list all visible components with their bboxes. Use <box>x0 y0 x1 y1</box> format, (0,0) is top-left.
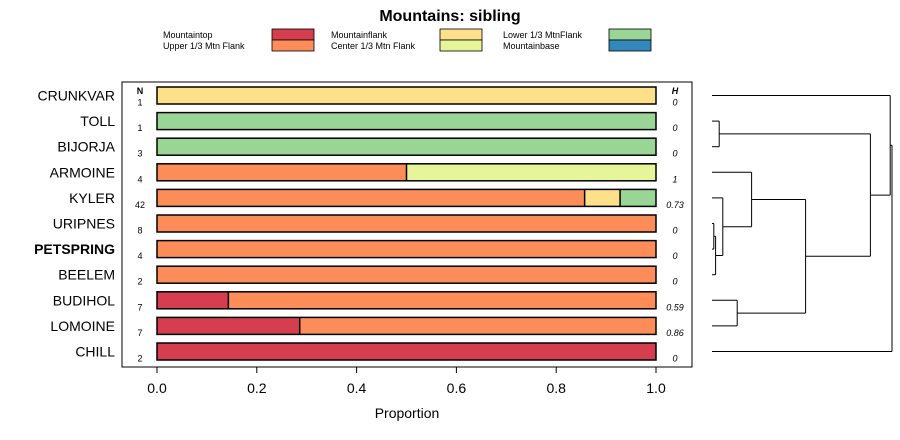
n-value-crunkvar: 1 <box>137 98 142 108</box>
row-label-chill: CHILL <box>75 344 115 360</box>
chart-title: Mountains: sibling <box>379 8 520 25</box>
bar-rows: CRUNKVAR 1 0 TOLL 1 0 BIJORJA 3 0 ARMOINE 4 1 KYLER 4… <box>34 86 684 364</box>
x-tick-label: 0.4 <box>347 380 367 396</box>
n-value-toll: 1 <box>137 123 142 133</box>
bar-segment-petspring-upper-1-3-mtn-flank <box>157 240 656 258</box>
row-toll: TOLL 1 0 <box>80 111 678 133</box>
legend-label-mountaintop: Mountaintop <box>163 30 213 40</box>
x-axis: 0.0 0.2 0.4 0.6 0.8 1.0 <box>147 367 666 396</box>
bar-outline-budihol <box>156 291 657 310</box>
h-value-budihol: 0.59 <box>666 302 684 312</box>
x-tick-label: 0.6 <box>447 380 467 396</box>
row-label-toll: TOLL <box>80 113 115 129</box>
row-label-kyler: KYLER <box>69 190 115 206</box>
bar-segment-lomoine-mountaintop <box>157 317 300 335</box>
row-chill: CHILL 2 0 <box>75 342 678 364</box>
x-tick-label: 0.0 <box>147 380 167 396</box>
legend-swatch-mountainbase <box>608 39 652 52</box>
row-bijorja: BIJORJA 3 0 <box>57 137 678 159</box>
row-armoine: ARMOINE 4 1 <box>50 163 678 184</box>
bar-outline-beelem <box>156 265 657 284</box>
bar-segment-uripnes-upper-1-3-mtn-flank <box>157 215 656 232</box>
legend-label-mountainflank: Mountainflank <box>331 30 388 40</box>
h-value-kyler: 0.73 <box>666 200 684 210</box>
row-crunkvar: CRUNKVAR 1 0 <box>37 86 678 108</box>
n-value-petspring: 4 <box>137 251 142 261</box>
dendrogram <box>712 95 893 352</box>
row-label-bijorja: BIJORJA <box>57 139 115 155</box>
h-value-bijorja: 0 <box>672 149 677 159</box>
x-tick-label: 0.8 <box>546 380 566 396</box>
bar-segment-chill-mountaintop <box>157 343 656 360</box>
row-label-beelem: BEELEM <box>58 267 115 283</box>
bar-segment-armoine-center-1-3-mtn-flank <box>406 163 656 181</box>
row-budihol: BUDIHOL 7 0.59 <box>53 291 684 312</box>
bar-outline-petspring <box>156 239 657 259</box>
bar-segment-budihol-upper-1-3-mtn-flank <box>228 291 656 309</box>
bar-segment-budihol-mountaintop <box>157 291 229 309</box>
h-value-uripnes: 0 <box>672 226 677 236</box>
n-value-armoine: 4 <box>137 174 142 184</box>
n-value-chill: 2 <box>137 354 142 364</box>
n-value-beelem: 2 <box>137 277 142 287</box>
row-label-crunkvar: CRUNKVAR <box>37 88 115 104</box>
legend-label-mountainbase: Mountainbase <box>503 41 560 51</box>
bar-outline-kyler <box>156 188 657 208</box>
bar-outline-lomoine <box>156 316 657 336</box>
legend-swatch-mountaintop <box>271 28 315 41</box>
h-column-header: H <box>672 86 679 96</box>
bar-outline-armoine <box>156 163 657 182</box>
row-lomoine: LOMOINE 7 0.86 <box>50 316 684 338</box>
legend-swatch-mountainflank <box>439 28 483 41</box>
row-petspring: PETSPRING 4 0 <box>34 239 678 261</box>
row-uripnes: URIPNES 8 0 <box>53 214 678 236</box>
plot-frame <box>121 81 693 368</box>
h-value-petspring: 0 <box>672 251 677 261</box>
row-label-armoine: ARMOINE <box>50 164 115 180</box>
bar-segment-toll-lower-1-3-mtnflank <box>157 112 656 130</box>
bar-segment-kyler-lower-1-3-mtnflank <box>620 189 656 207</box>
bar-outline-toll <box>156 111 657 131</box>
x-tick-label: 0.2 <box>247 380 267 396</box>
n-value-lomoine: 7 <box>137 328 142 338</box>
bar-segment-lomoine-upper-1-3-mtn-flank <box>299 317 656 335</box>
row-label-petspring: PETSPRING <box>34 241 115 257</box>
h-value-crunkvar: 0 <box>672 98 677 108</box>
bar-outline-crunkvar <box>156 86 657 105</box>
n-value-uripnes: 8 <box>137 226 142 236</box>
bar-segment-kyler-mountainflank <box>584 189 621 207</box>
n-value-budihol: 7 <box>137 302 142 312</box>
legend-label-center-1-3-mtn-flank: Center 1/3 Mtn Flank <box>331 41 416 51</box>
n-value-bijorja: 3 <box>137 149 142 159</box>
row-label-budihol: BUDIHOL <box>53 292 115 308</box>
legend-swatch-upper-1-3-mtn-flank <box>271 39 315 52</box>
bar-outline-chill <box>156 342 657 361</box>
bar-segment-beelem-upper-1-3-mtn-flank <box>157 266 656 284</box>
h-value-armoine: 1 <box>672 174 677 184</box>
legend-swatch-lower-1-3-mtnflank <box>608 28 652 41</box>
h-value-lomoine: 0.86 <box>666 328 684 338</box>
row-label-uripnes: URIPNES <box>53 216 115 232</box>
legend-label-lower-1-3-mtnflank: Lower 1/3 MtnFlank <box>503 30 583 40</box>
h-value-chill: 0 <box>672 354 677 364</box>
n-column-header: N <box>137 86 144 96</box>
n-value-kyler: 42 <box>135 200 145 210</box>
x-tick-label: 1.0 <box>646 380 666 396</box>
bar-outline-bijorja <box>156 137 657 156</box>
bar-segment-kyler-upper-1-3-mtn-flank <box>157 189 585 207</box>
h-value-toll: 0 <box>672 123 677 133</box>
h-value-beelem: 0 <box>672 277 677 287</box>
row-beelem: BEELEM 2 0 <box>58 265 678 287</box>
row-label-lomoine: LOMOINE <box>50 318 115 334</box>
x-axis-label: Proportion <box>375 405 440 421</box>
legend-swatch-center-1-3-mtn-flank <box>439 39 483 52</box>
bar-segment-bijorja-lower-1-3-mtnflank <box>157 138 656 156</box>
bar-segment-crunkvar-mountainflank <box>157 87 656 104</box>
bar-segment-armoine-upper-1-3-mtn-flank <box>157 163 407 181</box>
legend-label-upper-1-3-mtn-flank: Upper 1/3 Mtn Flank <box>163 41 245 51</box>
row-kyler: KYLER 42 0.73 <box>69 188 684 210</box>
bar-outline-uripnes <box>156 214 657 233</box>
